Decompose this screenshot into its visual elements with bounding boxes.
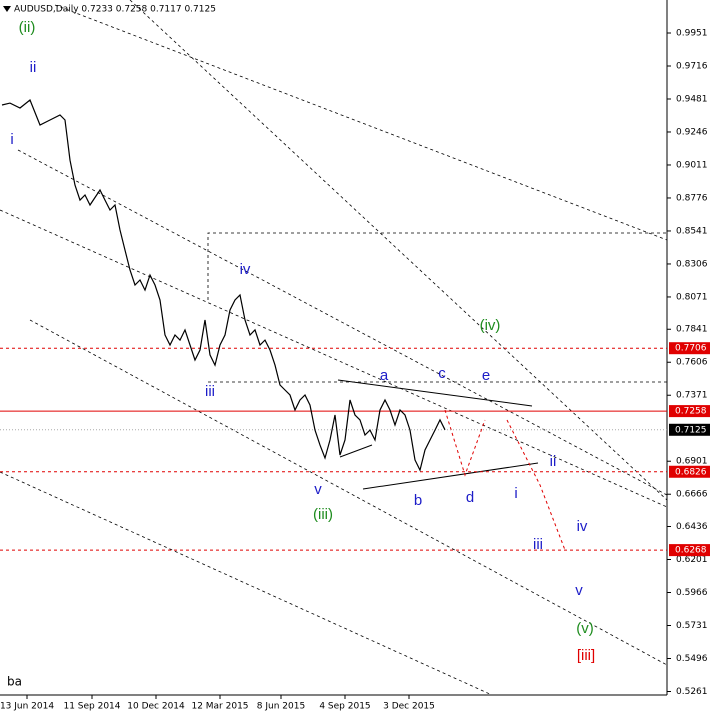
y-tick-label: 0.6436 <box>676 522 708 532</box>
level-box <box>669 342 710 355</box>
footer-label: ba <box>7 675 22 689</box>
x-tick-label: 13 Jun 2014 <box>0 702 54 712</box>
x-tick-label: 3 Dec 2015 <box>383 702 435 712</box>
y-tick-label: 0.7606 <box>676 358 708 368</box>
wave-label: b <box>414 492 422 509</box>
x-tick-label: 12 Mar 2015 <box>191 702 248 712</box>
channel-line <box>17 149 668 496</box>
wave-label: [iii] <box>577 647 595 664</box>
chart-title: AUDUSD,Daily 0.7233 0.7258 0.7117 0.7125 <box>14 5 216 15</box>
projection <box>444 409 486 477</box>
y-tick-label: 0.5966 <box>676 588 708 598</box>
box-line <box>207 232 667 300</box>
level-box <box>669 465 710 478</box>
channel-line <box>54 4 668 241</box>
wave-label: ii <box>30 59 37 76</box>
level-label: 0.6268 <box>675 546 707 556</box>
wave-label: v <box>575 582 583 599</box>
wave-label: a <box>380 367 389 384</box>
current-price-label: 0.7125 <box>675 425 707 435</box>
wave-label: iii <box>533 536 543 553</box>
channel-line <box>0 471 493 696</box>
level-label: 0.7706 <box>675 344 707 354</box>
y-tick-label: 0.5731 <box>676 621 708 631</box>
y-tick-label: 0.9011 <box>676 160 708 170</box>
trend-lines <box>0 0 668 696</box>
x-tick-label: 11 Sep 2014 <box>63 702 120 712</box>
y-tick-label: 0.8306 <box>676 259 708 269</box>
y-tick-label: 0.6201 <box>676 555 708 565</box>
channel-line <box>0 209 668 508</box>
wave-label: i <box>10 131 13 148</box>
wave-label: iii <box>205 383 215 400</box>
x-tick-label: 4 Sep 2015 <box>319 702 370 712</box>
wave-label: (iii) <box>313 506 333 523</box>
y-tick-label: 0.7841 <box>676 325 708 335</box>
y-tick-label: 0.9246 <box>676 127 708 137</box>
wave-label: (iv) <box>480 317 501 334</box>
wave-label: v <box>314 481 322 498</box>
triangle-line <box>337 379 533 407</box>
y-tick-label: 0.8071 <box>676 292 708 302</box>
y-tick-label: 0.5261 <box>676 687 708 697</box>
triangle-line <box>339 444 373 458</box>
y-tick-label: 0.9716 <box>676 61 708 71</box>
wave-label: (ii) <box>19 19 36 36</box>
y-tick-label: 0.6901 <box>676 457 708 467</box>
wave-label: c <box>438 365 446 382</box>
menu-icon <box>3 6 11 12</box>
y-tick-label: 0.7371 <box>676 391 708 401</box>
channel-line <box>29 319 668 666</box>
x-tick-label: 10 Dec 2014 <box>127 702 185 712</box>
wave-label: iv <box>577 518 588 535</box>
level-box <box>669 544 710 557</box>
y-tick-label: 0.9481 <box>676 94 708 104</box>
y-tick-label: 0.5496 <box>676 654 708 664</box>
wave-label: e <box>482 367 490 384</box>
triangle-line <box>362 462 539 490</box>
y-tick-label: 0.9951 <box>676 28 708 38</box>
current-price-box <box>669 423 710 436</box>
wave-label: d <box>466 489 474 506</box>
projection <box>506 419 566 551</box>
price-line <box>1 99 446 472</box>
wave-label: iv <box>240 261 251 278</box>
level-box <box>669 405 710 418</box>
y-tick-label: 0.8541 <box>676 226 708 236</box>
channel-line <box>129 0 668 501</box>
level-label: 0.6826 <box>675 467 707 477</box>
wave-label: i <box>514 485 517 502</box>
y-tick-label: 0.8776 <box>676 193 708 203</box>
level-label: 0.7258 <box>675 407 707 417</box>
x-tick-label: 8 Jun 2015 <box>257 702 305 712</box>
y-tick-label: 0.6666 <box>676 490 708 500</box>
wave-label: ii <box>550 453 557 470</box>
wave-label: (v) <box>576 620 594 637</box>
